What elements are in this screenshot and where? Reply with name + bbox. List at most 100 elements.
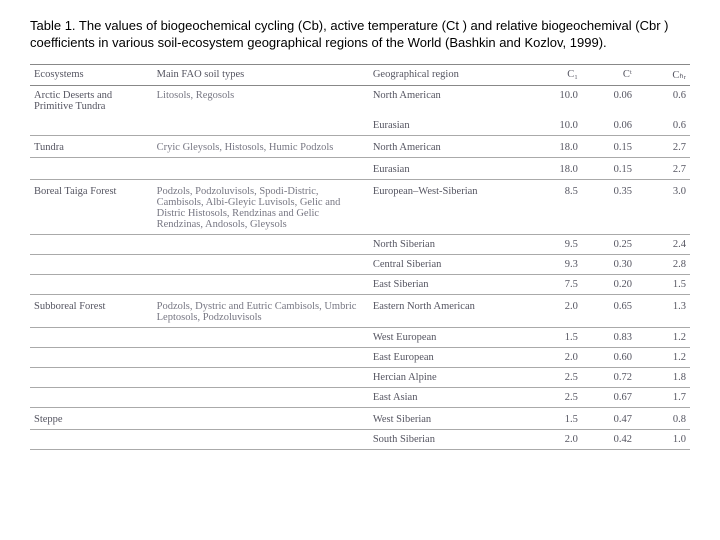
cell-soil xyxy=(153,407,369,429)
cell-ecosystem xyxy=(30,347,153,367)
cell-ct: 0.06 xyxy=(582,116,636,136)
table-row: Central Siberian9.30.302.8 xyxy=(30,254,690,274)
cell-geo: East Asian xyxy=(369,387,528,407)
cell-cbr: 0.8 xyxy=(636,407,690,429)
cell-ct: 0.42 xyxy=(582,429,636,449)
cell-ct: 0.60 xyxy=(582,347,636,367)
header-row: Ecosystems Main FAO soil types Geographi… xyxy=(30,64,690,85)
cell-soil xyxy=(153,429,369,449)
header-cbr: Cₕᵣ xyxy=(636,64,690,85)
cell-cbr: 2.7 xyxy=(636,157,690,179)
table-row: Eurasian18.00.152.7 xyxy=(30,157,690,179)
cell-ecosystem xyxy=(30,157,153,179)
cell-ct: 0.72 xyxy=(582,367,636,387)
table-row: East Asian2.50.671.7 xyxy=(30,387,690,407)
cell-cb: 10.0 xyxy=(528,116,582,136)
cell-ct: 0.67 xyxy=(582,387,636,407)
cell-ct: 0.15 xyxy=(582,157,636,179)
table-row: East Siberian7.50.201.5 xyxy=(30,274,690,294)
header-geo: Geographical region xyxy=(369,64,528,85)
cell-ct: 0.47 xyxy=(582,407,636,429)
table-row: Hercian Alpine2.50.721.8 xyxy=(30,367,690,387)
cell-cbr: 2.8 xyxy=(636,254,690,274)
table-row: TundraCryic Gleysols, Histosols, Humic P… xyxy=(30,135,690,157)
cell-ct: 0.25 xyxy=(582,234,636,254)
cell-soil: Podzols, Podzoluvisols, Spodi-Distric, C… xyxy=(153,179,369,234)
cell-cb: 2.5 xyxy=(528,367,582,387)
cell-ecosystem: Arctic Deserts and Primitive Tundra xyxy=(30,85,153,116)
cell-ct: 0.35 xyxy=(582,179,636,234)
cell-cbr: 1.8 xyxy=(636,367,690,387)
cell-ct: 0.20 xyxy=(582,274,636,294)
cell-cbr: 1.3 xyxy=(636,294,690,327)
cell-ecosystem: Subboreal Forest xyxy=(30,294,153,327)
cell-ecosystem xyxy=(30,387,153,407)
cell-ecosystem: Steppe xyxy=(30,407,153,429)
cell-cbr: 1.5 xyxy=(636,274,690,294)
cell-soil: Litosols, Regosols xyxy=(153,85,369,116)
cell-ecosystem xyxy=(30,429,153,449)
header-cb: C₁ xyxy=(528,64,582,85)
cell-soil xyxy=(153,327,369,347)
table-row: West European1.50.831.2 xyxy=(30,327,690,347)
cell-cbr: 1.7 xyxy=(636,387,690,407)
header-ct: Cᵗ xyxy=(582,64,636,85)
cell-ecosystem xyxy=(30,254,153,274)
cell-soil xyxy=(153,116,369,136)
table-row: North Siberian9.50.252.4 xyxy=(30,234,690,254)
cell-ecosystem xyxy=(30,116,153,136)
cell-cbr: 1.2 xyxy=(636,327,690,347)
cell-geo: Eastern North American xyxy=(369,294,528,327)
cell-geo: Eurasian xyxy=(369,157,528,179)
cell-geo: West European xyxy=(369,327,528,347)
cell-geo: European–West-Siberian xyxy=(369,179,528,234)
cell-soil xyxy=(153,157,369,179)
cell-ct: 0.06 xyxy=(582,85,636,116)
cell-cbr: 0.6 xyxy=(636,116,690,136)
header-ecosystems: Ecosystems xyxy=(30,64,153,85)
data-table: Ecosystems Main FAO soil types Geographi… xyxy=(30,64,690,450)
cell-ecosystem: Tundra xyxy=(30,135,153,157)
cell-ecosystem: Boreal Taiga Forest xyxy=(30,179,153,234)
cell-cb: 2.5 xyxy=(528,387,582,407)
cell-cb: 9.5 xyxy=(528,234,582,254)
cell-ecosystem xyxy=(30,367,153,387)
cell-cbr: 3.0 xyxy=(636,179,690,234)
table-row: Boreal Taiga ForestPodzols, Podzoluvisol… xyxy=(30,179,690,234)
cell-soil xyxy=(153,234,369,254)
cell-geo: East Siberian xyxy=(369,274,528,294)
cell-soil xyxy=(153,367,369,387)
table-row: Subboreal ForestPodzols, Dystric and Eut… xyxy=(30,294,690,327)
cell-cb: 18.0 xyxy=(528,135,582,157)
cell-soil xyxy=(153,347,369,367)
cell-geo: North Siberian xyxy=(369,234,528,254)
cell-ct: 0.83 xyxy=(582,327,636,347)
cell-cbr: 2.4 xyxy=(636,234,690,254)
table-row: South Siberian2.00.421.0 xyxy=(30,429,690,449)
cell-geo: East European xyxy=(369,347,528,367)
cell-cb: 8.5 xyxy=(528,179,582,234)
table-row: Eurasian10.00.060.6 xyxy=(30,116,690,136)
cell-cb: 2.0 xyxy=(528,347,582,367)
cell-soil xyxy=(153,274,369,294)
cell-cbr: 2.7 xyxy=(636,135,690,157)
cell-soil xyxy=(153,387,369,407)
cell-geo: North American xyxy=(369,85,528,116)
table-row: Arctic Deserts and Primitive TundraLitos… xyxy=(30,85,690,116)
cell-ct: 0.65 xyxy=(582,294,636,327)
cell-cb: 7.5 xyxy=(528,274,582,294)
cell-soil xyxy=(153,254,369,274)
cell-geo: Hercian Alpine xyxy=(369,367,528,387)
cell-cbr: 0.6 xyxy=(636,85,690,116)
cell-cbr: 1.2 xyxy=(636,347,690,367)
cell-cb: 10.0 xyxy=(528,85,582,116)
cell-geo: Central Siberian xyxy=(369,254,528,274)
cell-cb: 9.3 xyxy=(528,254,582,274)
cell-geo: Eurasian xyxy=(369,116,528,136)
cell-ct: 0.15 xyxy=(582,135,636,157)
cell-geo: West Siberian xyxy=(369,407,528,429)
cell-ecosystem xyxy=(30,327,153,347)
cell-ct: 0.30 xyxy=(582,254,636,274)
table-caption: Table 1. The values of biogeochemical cy… xyxy=(30,18,690,52)
table-row: East European2.00.601.2 xyxy=(30,347,690,367)
